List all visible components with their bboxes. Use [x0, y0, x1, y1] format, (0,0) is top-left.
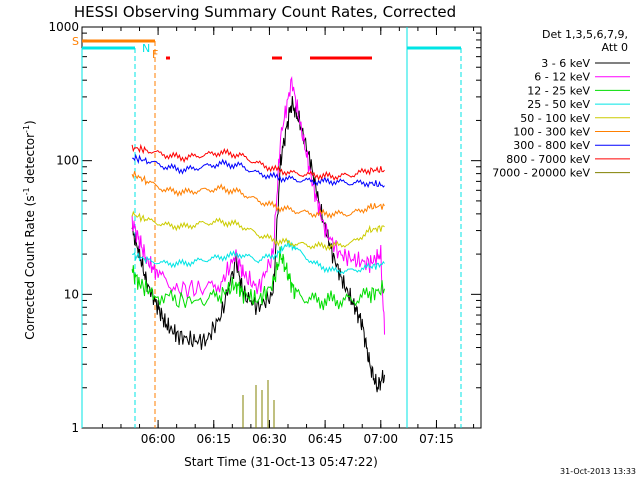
legend-entry-label: 100 - 300 keV [513, 126, 590, 139]
series-line-3-6-keV [131, 96, 385, 393]
y-axis-label: Corrected Count Rate (s-1 detector-1) [22, 120, 37, 339]
band-S-label: S [72, 35, 79, 48]
footer-timestamp: 31-Oct-2013 13:33 [560, 467, 636, 476]
series-line-300-800-keV [132, 153, 385, 189]
y-tick-label: 10 [64, 287, 79, 301]
x-tick-label: 07:15 [419, 432, 454, 446]
y-tick-label: 1 [71, 421, 79, 435]
series-line-25-50-keV [132, 239, 385, 275]
band-F-label: F [152, 48, 158, 61]
plot-frame [81, 26, 482, 429]
series-line-50-100-keV [131, 210, 385, 252]
legend-entry-label: 300 - 800 keV [513, 139, 590, 152]
attenuator-bands: S N F [72, 27, 462, 428]
legend-entry-label: 50 - 100 keV [520, 112, 590, 125]
series-line-800-7000-keV [131, 143, 385, 181]
x-tick-label: 07:00 [363, 432, 398, 446]
series-line-12-25-keV [131, 246, 385, 311]
y-tick-label: 1000 [48, 20, 79, 34]
legend-entry-label: 3 - 6 keV [541, 57, 590, 70]
legend-entry-label: 25 - 50 keV [527, 98, 590, 111]
x-axis-label: Start Time (31-Oct-13 05:47:22) [184, 455, 378, 469]
legend-entry-label: 6 - 12 keV [534, 71, 590, 84]
x-tick-label: 06:30 [252, 432, 287, 446]
x-tick-label: 06:15 [196, 432, 231, 446]
legend-entry-label: 800 - 7000 keV [506, 153, 590, 166]
y-tick-label: 100 [56, 154, 79, 168]
series-layer [131, 75, 385, 428]
chart-title: HESSI Observing Summary Count Rates, Cor… [74, 3, 456, 21]
legend-header-line1: Det 1,3,5,6,7,9, [542, 28, 628, 41]
x-tick-label: 06:45 [308, 432, 343, 446]
legend-entry-label: 12 - 25 keV [527, 84, 590, 97]
x-tick-label: 06:00 [141, 432, 176, 446]
legend-entry-label: 7000 - 20000 keV [492, 167, 590, 180]
legend-header-line2: Att 0 [602, 41, 628, 54]
axis-ticks: 06:00 06:15 06:30 06:45 07:00 07:15 1 10 100 1000 [48, 20, 481, 446]
series-line-100-300-keV [131, 171, 385, 220]
series-line-6-12-keV [131, 75, 385, 335]
band-N-label: N [142, 42, 150, 55]
